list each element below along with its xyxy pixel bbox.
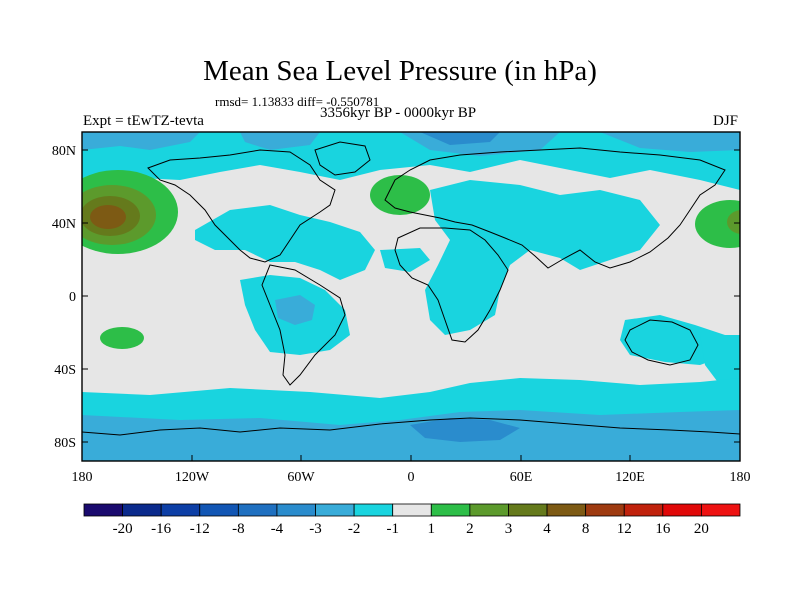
colorbar-label-4: -4 [271,521,284,537]
x-label-120w: 120W [175,470,210,485]
colorbar-box-2 [160,503,201,517]
x-label-120e: 120E [615,470,645,485]
colorbar-box-9 [430,503,471,517]
page-title: Mean Sea Level Pressure (in hPa) [203,55,597,87]
east-pacific-high [695,200,740,248]
colorbar-box-0 [83,503,123,517]
colorbar-label-2: -12 [190,521,210,537]
arctic-darker-patch [420,132,500,145]
colorbar-label-11: 4 [543,521,551,537]
colorbar-label-14: 16 [655,521,671,537]
colorbar-box-3 [199,503,239,517]
arctic-anomaly-region [82,132,740,190]
coast-australia [624,319,699,366]
arctic-blue-patches [82,132,200,150]
coast-africa [394,227,509,343]
colorbar-box-10 [469,503,509,517]
colorbar-box-8 [392,503,432,517]
east-pacific-patch [700,335,740,385]
colorbar-box-5 [276,503,316,517]
colorbar-box-16 [701,503,741,517]
y-label-80n: 80N [52,144,76,159]
colorbar-box-11 [508,503,548,517]
colorbar-label-6: -2 [348,521,361,537]
arctic-blue-patch-4 [600,132,740,152]
colorbar-labels: -20 -16 -12 -8 -4 -3 -2 -1 1 2 3 4 8 12 16 20 [113,521,709,537]
map-field [82,132,740,461]
season-label: DJF [713,113,739,129]
colorbar-label-10: 3 [505,521,513,537]
y-label-40s: 40S [54,363,76,378]
coast-greenland [314,141,371,176]
colorbar-label-13: 12 [617,521,632,537]
south-america-inner [275,295,315,325]
experiment-label: Expt = tEwTZ-tevta [83,113,204,129]
x-axis-labels: 180 120W 60W 0 60E 120E 180 [72,470,751,485]
colorbar-label-8: 1 [428,521,436,537]
australia-region [620,315,728,365]
x-label-60w: 60W [287,470,315,485]
colorbar [83,503,741,517]
x-axis-ticks [81,455,741,461]
coast-europe-asia [384,147,726,269]
y-axis-ticks [82,149,740,443]
x-label-180e: 180 [730,470,751,485]
y-label-40n: 40N [52,217,76,232]
colorbar-label-9: 2 [466,521,474,537]
colorbar-box-15 [662,503,702,517]
colorbar-label-5: -3 [309,521,322,537]
atlantic-patch [380,248,430,272]
time-period: 3356kyr BP - 0000kyr BP [320,105,477,121]
north-pacific-high-core [90,205,126,229]
colorbar-label-1: -16 [151,521,171,537]
colorbar-box-1 [122,503,162,517]
east-pacific-high-core [727,210,740,234]
colorbar-box-13 [585,503,625,517]
colorbar-box-7 [353,503,394,517]
colorbar-label-3: -8 [232,521,245,537]
colorbar-box-4 [237,503,278,517]
coast-antarctica [82,417,740,436]
colorbar-box-6 [315,503,355,517]
antarctic-blue-core [410,418,520,442]
colorbar-box-14 [623,503,664,517]
colorbar-label-12: 8 [582,521,590,537]
coastlines [82,141,740,436]
south-pacific-high [100,327,144,349]
y-label-0: 0 [69,290,76,305]
y-label-80s: 80S [54,436,76,451]
coast-north-america [147,149,336,263]
x-label-60e: 60E [510,470,533,485]
colorbar-label-15: 20 [694,521,709,537]
colorbar-label-7: -1 [386,521,399,537]
africa-asia-region [425,180,660,335]
coast-south-america [261,264,346,386]
y-axis-labels: 80N 40N 0 40S 80S [52,144,76,451]
america-atlantic-region [195,205,375,280]
rmsd-diff-stats: rmsd= 1.13833 diff= -0.550781 [215,94,380,109]
x-label-0: 0 [408,470,415,485]
colorbar-label-0: -20 [113,521,133,537]
arctic-blue-patch-2 [240,132,320,150]
x-label-180w: 180 [72,470,93,485]
europe-high [370,175,430,215]
colorbar-box-12 [546,503,587,517]
southern-ocean-blue [82,410,740,461]
